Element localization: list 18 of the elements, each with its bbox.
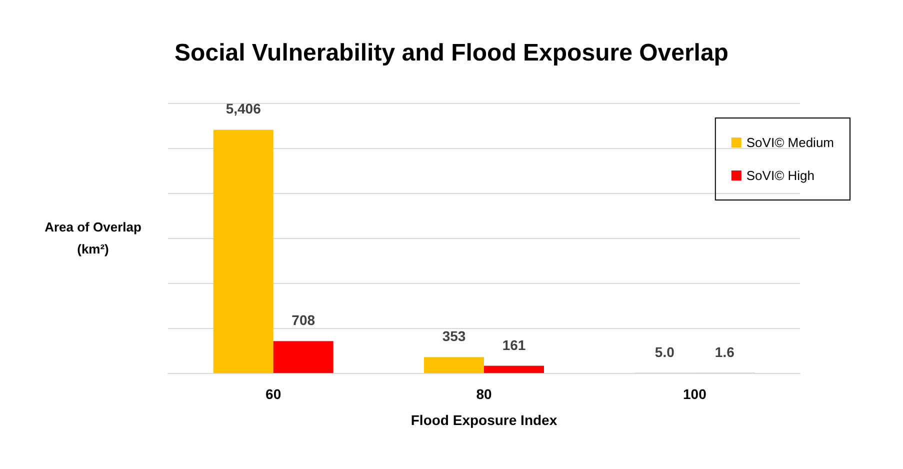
- x-tick-label: 60: [266, 386, 282, 402]
- data-label: 353: [442, 328, 466, 344]
- x-axis-title: Flood Exposure Index: [410, 412, 558, 428]
- data-label: 161: [502, 336, 526, 353]
- bar: [424, 357, 484, 373]
- bar: [213, 130, 274, 373]
- bar: [273, 341, 334, 373]
- data-label: 1.6: [714, 344, 735, 360]
- legend-label: SoVI© Medium: [746, 135, 834, 150]
- bar: [484, 366, 544, 373]
- data-label: 708: [292, 312, 316, 328]
- chart-title: Social Vulnerability and Flood Exposure Overlap: [174, 40, 728, 66]
- data-label: 5.0: [654, 344, 675, 360]
- y-axis-title: Area of Overlap (km²): [44, 220, 142, 256]
- x-tick-label: 80: [476, 386, 492, 402]
- data-label: 5,406: [226, 100, 262, 117]
- legend-label: SoVI© High: [746, 168, 815, 183]
- x-tick-label: 100: [682, 386, 707, 402]
